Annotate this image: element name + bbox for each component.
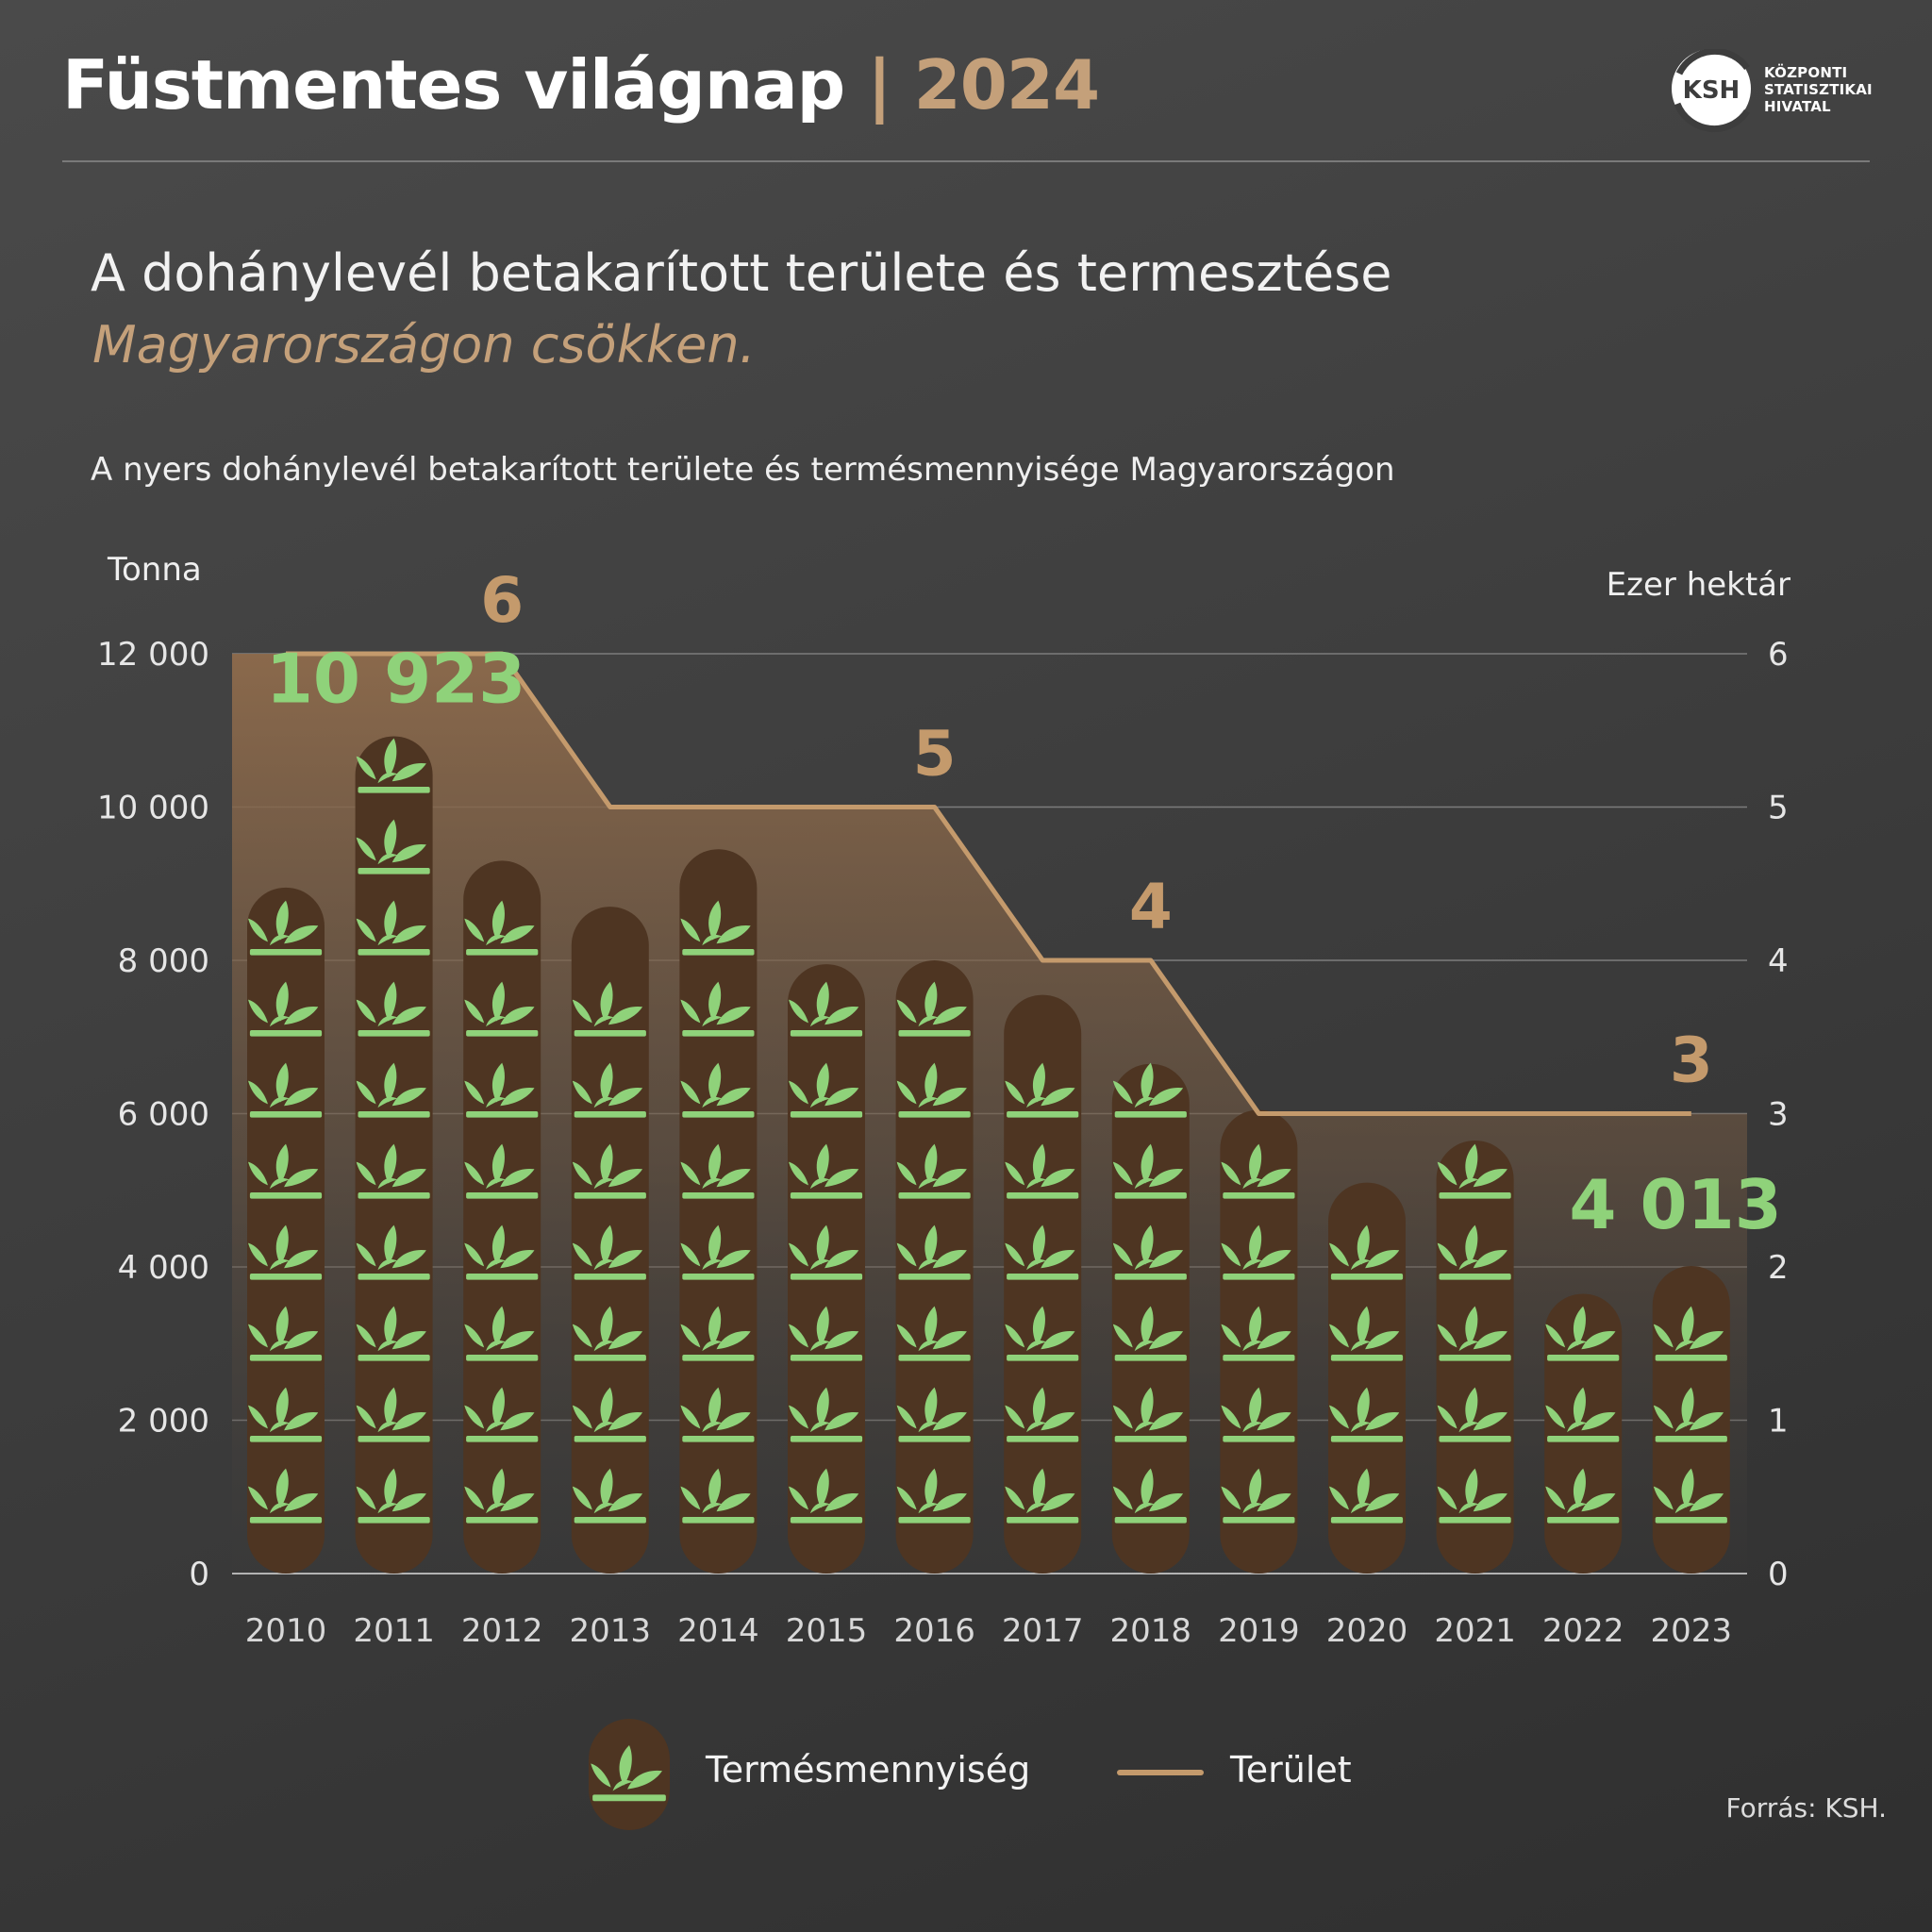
production-bar xyxy=(1436,1140,1514,1574)
production-bar xyxy=(1652,1265,1730,1574)
x-tick-label: 2019 xyxy=(1218,1612,1300,1650)
title-text: Füstmentes világnap xyxy=(62,45,845,125)
y-right-tick-label: 0 xyxy=(1768,1556,1789,1593)
bar-body xyxy=(463,860,541,1574)
production-bar xyxy=(571,907,649,1574)
title-year: 2024 xyxy=(913,45,1100,125)
production-bar xyxy=(1004,994,1082,1574)
x-tick-label: 2012 xyxy=(461,1612,543,1650)
production-bar xyxy=(788,964,865,1574)
y-right-tick-label: 5 xyxy=(1768,790,1789,827)
legend-area-label: Terület xyxy=(1230,1749,1352,1790)
area-value-label: 3 xyxy=(1670,1024,1713,1097)
bar-body xyxy=(679,849,758,1574)
production-value-label: 4 013 xyxy=(1569,1165,1781,1244)
source-note: Forrás: KSH. xyxy=(1725,1792,1887,1824)
y-left-tick-label: 6 000 xyxy=(118,1096,209,1134)
x-tick-label: 2018 xyxy=(1110,1612,1192,1650)
area-value-label: 6 xyxy=(480,564,524,637)
y-right-tick-label: 3 xyxy=(1768,1096,1789,1134)
y-left-axis-label: Tonna xyxy=(108,551,202,589)
y-right-tick-label: 1 xyxy=(1768,1403,1789,1441)
production-bar xyxy=(1544,1293,1623,1574)
headline: A dohánylevél betakarított területe és t… xyxy=(91,243,1392,303)
x-tick-label: 2010 xyxy=(245,1612,327,1650)
y-right-tick-label: 2 xyxy=(1768,1249,1789,1287)
legend-production-label: Termésmennyiség xyxy=(706,1749,1031,1790)
y-left-tick-label: 0 xyxy=(189,1556,209,1593)
x-tick-label: 2023 xyxy=(1651,1612,1733,1650)
x-tick-label: 2021 xyxy=(1434,1612,1516,1650)
bar-body xyxy=(1004,994,1082,1574)
y-left-tick-label: 8 000 xyxy=(118,942,209,980)
x-tick-label: 2011 xyxy=(353,1612,435,1650)
logo-line: KÖZPONTI xyxy=(1764,64,1848,81)
production-bar xyxy=(679,849,758,1574)
page-title: Füstmentes világnap | 2024 xyxy=(62,45,1100,125)
area-line xyxy=(286,651,1691,1116)
production-bar xyxy=(1328,1182,1406,1574)
bar-body xyxy=(1328,1182,1406,1574)
logo-abbr: KSH xyxy=(1683,76,1740,105)
logo-line: STATISZTIKAI xyxy=(1764,81,1873,98)
area-value-label: 5 xyxy=(913,718,957,791)
headline-accent: Magyarországon csökken. xyxy=(92,315,756,375)
legend-production-icon xyxy=(589,1719,670,1830)
y-left-tick-label: 12 000 xyxy=(97,636,209,674)
production-value-label: 10 923 xyxy=(266,640,526,719)
x-tick-label: 2014 xyxy=(677,1612,759,1650)
logo-text: KÖZPONTI STATISZTIKAI HIVATAL xyxy=(1764,64,1873,115)
legend-area-line xyxy=(1117,1770,1204,1775)
x-tick-label: 2020 xyxy=(1326,1612,1408,1650)
production-bar xyxy=(247,887,325,1574)
y-right-tick-label: 4 xyxy=(1768,942,1789,980)
production-bar xyxy=(1111,1062,1190,1574)
title-separator: | xyxy=(867,45,891,125)
logo-line: HIVATAL xyxy=(1764,98,1831,115)
x-tick-label: 2013 xyxy=(570,1612,652,1650)
area-value-label: 4 xyxy=(1129,871,1173,943)
x-tick-label: 2022 xyxy=(1542,1612,1624,1650)
y-right-tick-label: 6 xyxy=(1768,636,1789,674)
ksh-logo-icon: KSH xyxy=(1672,49,1751,133)
production-bar xyxy=(1220,1109,1298,1574)
y-right-axis-label: Ezer hektár xyxy=(1606,566,1790,604)
x-tick-label: 2016 xyxy=(893,1612,975,1650)
chart-title: A nyers dohánylevél betakarított terület… xyxy=(91,451,1395,489)
production-bar xyxy=(895,960,974,1574)
y-left-tick-label: 4 000 xyxy=(118,1249,209,1287)
production-bar xyxy=(355,736,433,1574)
x-tick-label: 2015 xyxy=(786,1612,868,1650)
production-bar xyxy=(463,860,541,1574)
y-left-tick-label: 10 000 xyxy=(97,790,209,827)
header-divider xyxy=(62,160,1870,162)
y-left-tick-label: 2 000 xyxy=(118,1403,209,1441)
x-tick-label: 2017 xyxy=(1002,1612,1084,1650)
